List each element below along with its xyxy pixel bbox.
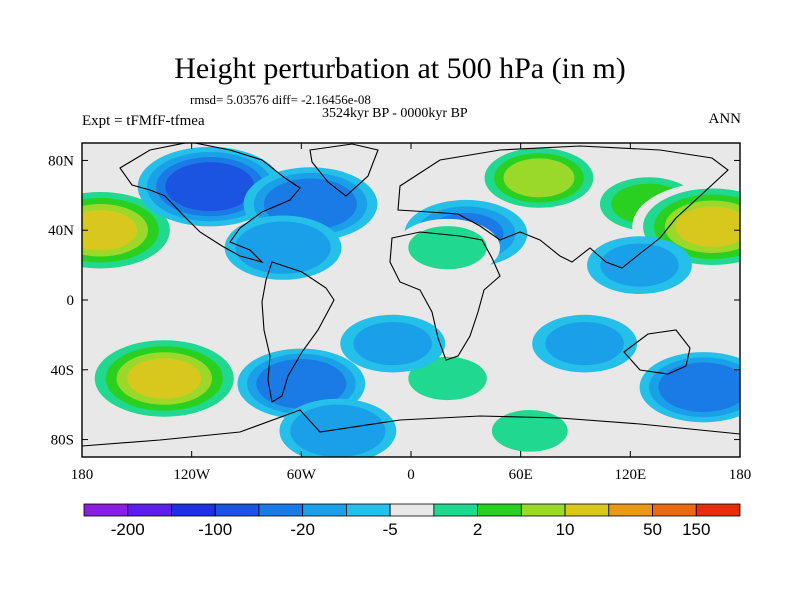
field-anomaly-1: [137, 146, 283, 227]
map-area: [82, 143, 740, 457]
field-anomaly-8: [632, 182, 740, 271]
colorbar-swatch: [389, 503, 435, 517]
y-tick-label: 80N: [48, 153, 74, 169]
field-contour: [301, 410, 375, 452]
coastlines: [82, 143, 740, 447]
field-anomaly-9: [587, 236, 692, 294]
y-axis-ticks: 80N 40N 0 40S 80S: [48, 153, 740, 449]
colorbar-swatch: [127, 503, 172, 517]
colorbar-label: 50: [643, 520, 662, 539]
x-axis-ticks: 180 120W 60W 0 60E 120E 180: [71, 143, 752, 483]
colorbar: -200 -100 -20 -5 2 10 50 150: [83, 503, 741, 539]
field-contour: [408, 356, 487, 401]
field-anomaly-14: [480, 403, 580, 457]
colorbar-swatch: [345, 503, 391, 517]
x-tick-label: 180: [729, 467, 752, 483]
y-tick-label: 40S: [51, 363, 74, 379]
colorbar-swatch: [564, 503, 610, 517]
experiment-label: Expt = tFMfF-tfmea: [82, 113, 205, 129]
season-label: ANN: [708, 111, 742, 127]
colorbar-label: -200: [111, 520, 145, 539]
colorbar-label: 150: [682, 520, 710, 539]
x-tick-label: 60E: [509, 467, 533, 483]
field-anomaly-7: [395, 218, 501, 277]
field-anomaly-3: [224, 215, 342, 280]
colorbar-swatch: [652, 503, 697, 517]
colorbar-swatch: [477, 503, 522, 517]
colorbar-label: -100: [198, 520, 232, 539]
field-contour: [491, 409, 568, 452]
field-contour: [545, 322, 624, 366]
field-contour: [265, 364, 337, 404]
x-tick-label: 180: [71, 467, 94, 483]
colorbar-swatch: [520, 503, 566, 517]
field-contour: [82, 209, 138, 251]
field-anomaly-12: [279, 398, 397, 457]
colorbar-swatch: [258, 503, 304, 517]
x-tick-label: 120E: [614, 467, 646, 483]
stats-text: rmsd= 5.03576 diff= -2.16456e-08: [190, 92, 371, 107]
colorbar-label: 2: [473, 520, 482, 539]
field-contour: [353, 322, 432, 366]
colorbar-swatch: [171, 503, 216, 517]
colorbar-swatch: [83, 503, 129, 517]
colorbar-label: -5: [383, 520, 398, 539]
field-anomaly-17: [532, 314, 638, 373]
field-anomaly-16: [340, 314, 446, 373]
y-tick-label: 40N: [48, 223, 74, 239]
field-anomaly-15: [639, 352, 740, 423]
field-contour: [667, 367, 739, 407]
chart-title: Height perturbation at 500 hPa (in m): [174, 52, 626, 85]
field-contour: [274, 184, 347, 224]
colorbar-swatch: [214, 503, 260, 517]
field-anomaly-5: [475, 143, 603, 214]
colorbar-label: 10: [556, 520, 575, 539]
field-contour: [600, 243, 679, 287]
x-tick-label: 60W: [287, 467, 317, 483]
field-contour: [246, 227, 320, 268]
y-tick-label: 0: [67, 293, 75, 309]
colorbar-swatch: [695, 503, 741, 517]
x-tick-label: 0: [407, 467, 415, 483]
colorbar-swatch: [608, 503, 653, 517]
period-text: 3524kyr BP - 0000kyr BP: [322, 106, 468, 121]
field-contour: [174, 167, 246, 207]
colorbar-label: -20: [290, 520, 315, 539]
colorbar-swatch: [302, 503, 347, 517]
field-anomaly-10: [83, 334, 245, 423]
field-contour: [127, 358, 202, 399]
field-contour: [408, 226, 487, 270]
x-tick-label: 120W: [173, 467, 211, 483]
field-contour: [675, 206, 740, 248]
y-tick-label: 80S: [51, 433, 74, 449]
field-contour: [503, 158, 575, 198]
colorbar-swatch: [433, 503, 479, 517]
